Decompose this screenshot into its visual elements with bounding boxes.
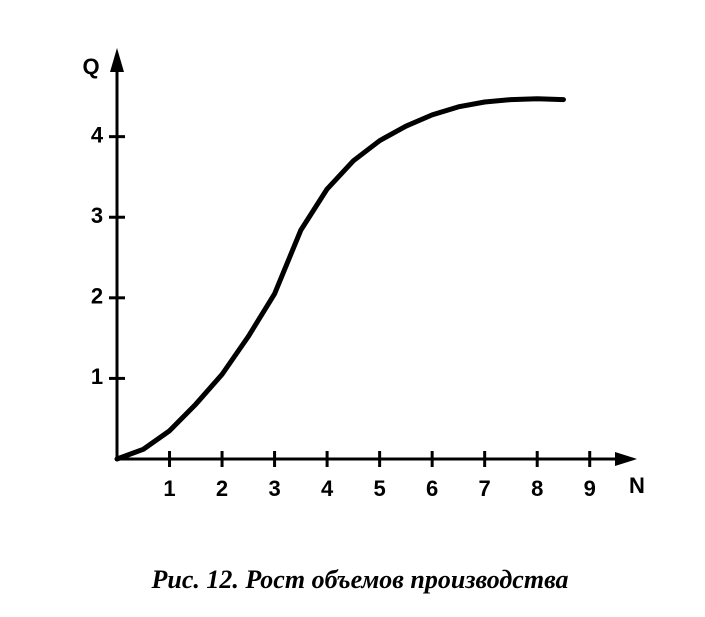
x-tick-label: 8 bbox=[531, 476, 543, 501]
x-tick-label: 9 bbox=[584, 476, 596, 501]
x-tick-label: 7 bbox=[479, 476, 491, 501]
y-tick-label: 4 bbox=[91, 122, 104, 147]
y-tick-label: 1 bbox=[91, 364, 103, 389]
x-tick-label: 2 bbox=[216, 476, 228, 501]
x-tick-label: 3 bbox=[268, 476, 280, 501]
x-tick-label: 4 bbox=[321, 476, 334, 501]
x-tick-label: 5 bbox=[374, 476, 386, 501]
x-tick-label: 6 bbox=[426, 476, 438, 501]
chart-caption: Рис. 12. Рост объемов производства bbox=[150, 565, 568, 594]
y-axis-title: Q bbox=[82, 54, 99, 79]
y-tick-label: 3 bbox=[91, 203, 103, 228]
line bbox=[114, 96, 566, 462]
x-axis-title: N bbox=[629, 473, 645, 498]
x-tick-label: 1 bbox=[163, 476, 175, 501]
y-axis-arrow bbox=[110, 48, 124, 72]
y-tick-label: 2 bbox=[91, 284, 103, 309]
x-axis-arrow bbox=[615, 452, 637, 466]
